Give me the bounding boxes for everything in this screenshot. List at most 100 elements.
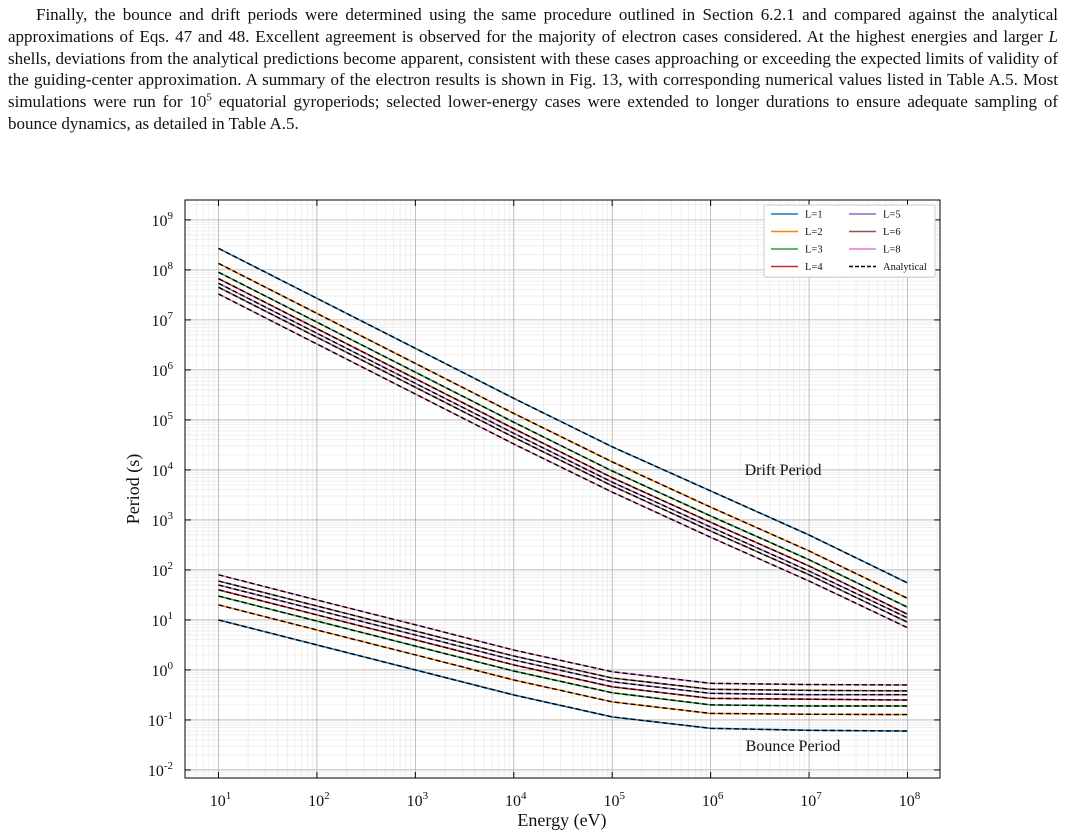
tick-label: 101: [152, 610, 174, 630]
analytical-line: [218, 293, 908, 629]
tick-exponent: 8: [168, 260, 174, 272]
legend-box: [763, 204, 936, 278]
series-line: [218, 282, 908, 619]
tick-exponent: 9: [168, 210, 174, 222]
tick-exponent: 7: [168, 310, 174, 322]
tick-base: 10: [800, 793, 816, 810]
series-line: [218, 595, 908, 707]
series-line: [218, 589, 908, 701]
tick-base: 10: [152, 463, 168, 480]
text: equatorial gyroperiods; selected lower-e…: [8, 92, 1058, 133]
tick-exponent: 7: [816, 790, 822, 802]
tick-label: 107: [800, 790, 822, 810]
legend-label: L=6: [883, 227, 901, 238]
plot-frame: [184, 199, 941, 779]
tick-base: 10: [152, 263, 168, 280]
tick-base: 10: [152, 613, 168, 630]
annotation: Drift Period: [745, 462, 822, 479]
tick-label: 103: [407, 790, 429, 810]
tick-exponent: 8: [915, 790, 921, 802]
tick-exponent: 2: [324, 790, 330, 802]
tick-exponent: 3: [168, 510, 174, 522]
tick-label: 104: [505, 790, 527, 810]
text: shells, deviations from the analytical p…: [8, 48, 1058, 112]
tick-exponent: -1: [164, 710, 173, 722]
analytical-line: [218, 580, 908, 692]
analytical-line: [218, 589, 908, 701]
tick-exponent: 3: [423, 790, 429, 802]
tick-exponent: 4: [168, 460, 174, 472]
analytical-line: [218, 604, 908, 716]
tick-base: 10: [152, 363, 168, 380]
tick-base: 10: [308, 793, 324, 810]
tick-exponent: 1: [168, 610, 174, 622]
text-italic: L: [1048, 26, 1058, 46]
tick-exponent: -2: [164, 760, 173, 772]
tick-label: 105: [152, 410, 174, 430]
tick-label: 101: [210, 790, 232, 810]
analytical-line: [218, 286, 908, 623]
tick-base: 10: [505, 793, 521, 810]
tick-base: 10: [152, 513, 168, 530]
tick-label: 106: [702, 790, 724, 810]
tick-label: 102: [308, 790, 330, 810]
analytical-line: [218, 574, 908, 686]
tick-label: 108: [899, 790, 921, 810]
tick-exponent: 0: [168, 660, 174, 672]
tick-exponent: 5: [168, 410, 174, 422]
analytical-line: [218, 595, 908, 707]
analytical-line: [218, 247, 908, 584]
tick-exponent: 6: [718, 790, 724, 802]
tick-base: 10: [210, 793, 226, 810]
annotation: Bounce Period: [746, 738, 841, 755]
tick-exponent: 4: [521, 790, 527, 802]
paragraph: Finally, the bounce and drift periods we…: [8, 4, 1058, 135]
analytical-line: [218, 262, 908, 599]
analytical-line: [218, 277, 908, 615]
tick-base: 10: [407, 793, 423, 810]
legend-label: L=1: [805, 210, 823, 221]
legend-label: L=5: [883, 210, 901, 221]
tick-base: 10: [152, 313, 168, 330]
tick-label: 105: [603, 790, 625, 810]
analytical-line: [218, 282, 908, 619]
legend-label: L=4: [805, 262, 823, 273]
tick-label: 103: [152, 510, 174, 530]
tick-base: 10: [603, 793, 619, 810]
tick-label: 10-2: [148, 760, 173, 780]
tick-base: 10: [152, 663, 168, 680]
tick-label: 107: [152, 310, 174, 330]
tick-base: 10: [148, 713, 164, 730]
tick-base: 10: [152, 563, 168, 580]
tick-label: 106: [152, 360, 174, 380]
series-line: [218, 580, 908, 692]
tick-label: 108: [152, 260, 174, 280]
analytical-line: [218, 619, 908, 732]
tick-base: 10: [152, 413, 168, 430]
legend-label: Analytical: [883, 262, 927, 273]
tick-base: 10: [899, 793, 915, 810]
text: Finally, the bounce and drift periods we…: [8, 5, 1058, 46]
tick-label: 109: [152, 210, 174, 230]
tick-base: 10: [152, 213, 168, 230]
tick-exponent: 1: [226, 790, 232, 802]
tick-exponent: 6: [168, 360, 174, 372]
tick-label: 102: [152, 560, 174, 580]
x-axis-label: Energy (eV): [517, 810, 606, 831]
analytical-line: [218, 271, 908, 608]
y-axis-label: Period (s): [123, 454, 144, 525]
legend-label: L=8: [883, 245, 901, 256]
tick-base: 10: [148, 763, 164, 780]
superscript: 5: [206, 91, 212, 104]
tick-exponent: 2: [168, 560, 174, 572]
tick-label: 100: [152, 660, 174, 680]
tick-exponent: 5: [619, 790, 625, 802]
series-line: [218, 604, 908, 716]
analytical-line: [218, 584, 908, 696]
tick-label: 10-1: [148, 710, 173, 730]
tick-label: 104: [152, 460, 174, 480]
series-line: [218, 573, 908, 686]
legend-label: L=2: [805, 227, 823, 238]
